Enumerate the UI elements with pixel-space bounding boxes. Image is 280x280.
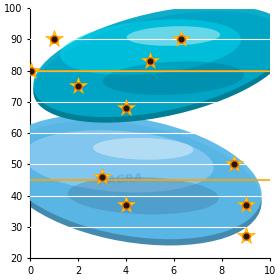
Ellipse shape [60, 19, 241, 75]
Ellipse shape [33, 11, 280, 123]
Ellipse shape [0, 115, 262, 239]
Ellipse shape [103, 61, 244, 95]
Ellipse shape [127, 26, 220, 46]
Ellipse shape [33, 6, 280, 117]
Ellipse shape [93, 138, 193, 160]
Ellipse shape [23, 130, 214, 192]
Ellipse shape [0, 121, 262, 246]
Ellipse shape [68, 177, 219, 214]
Text: VIAGRA: VIAGRA [95, 173, 143, 187]
